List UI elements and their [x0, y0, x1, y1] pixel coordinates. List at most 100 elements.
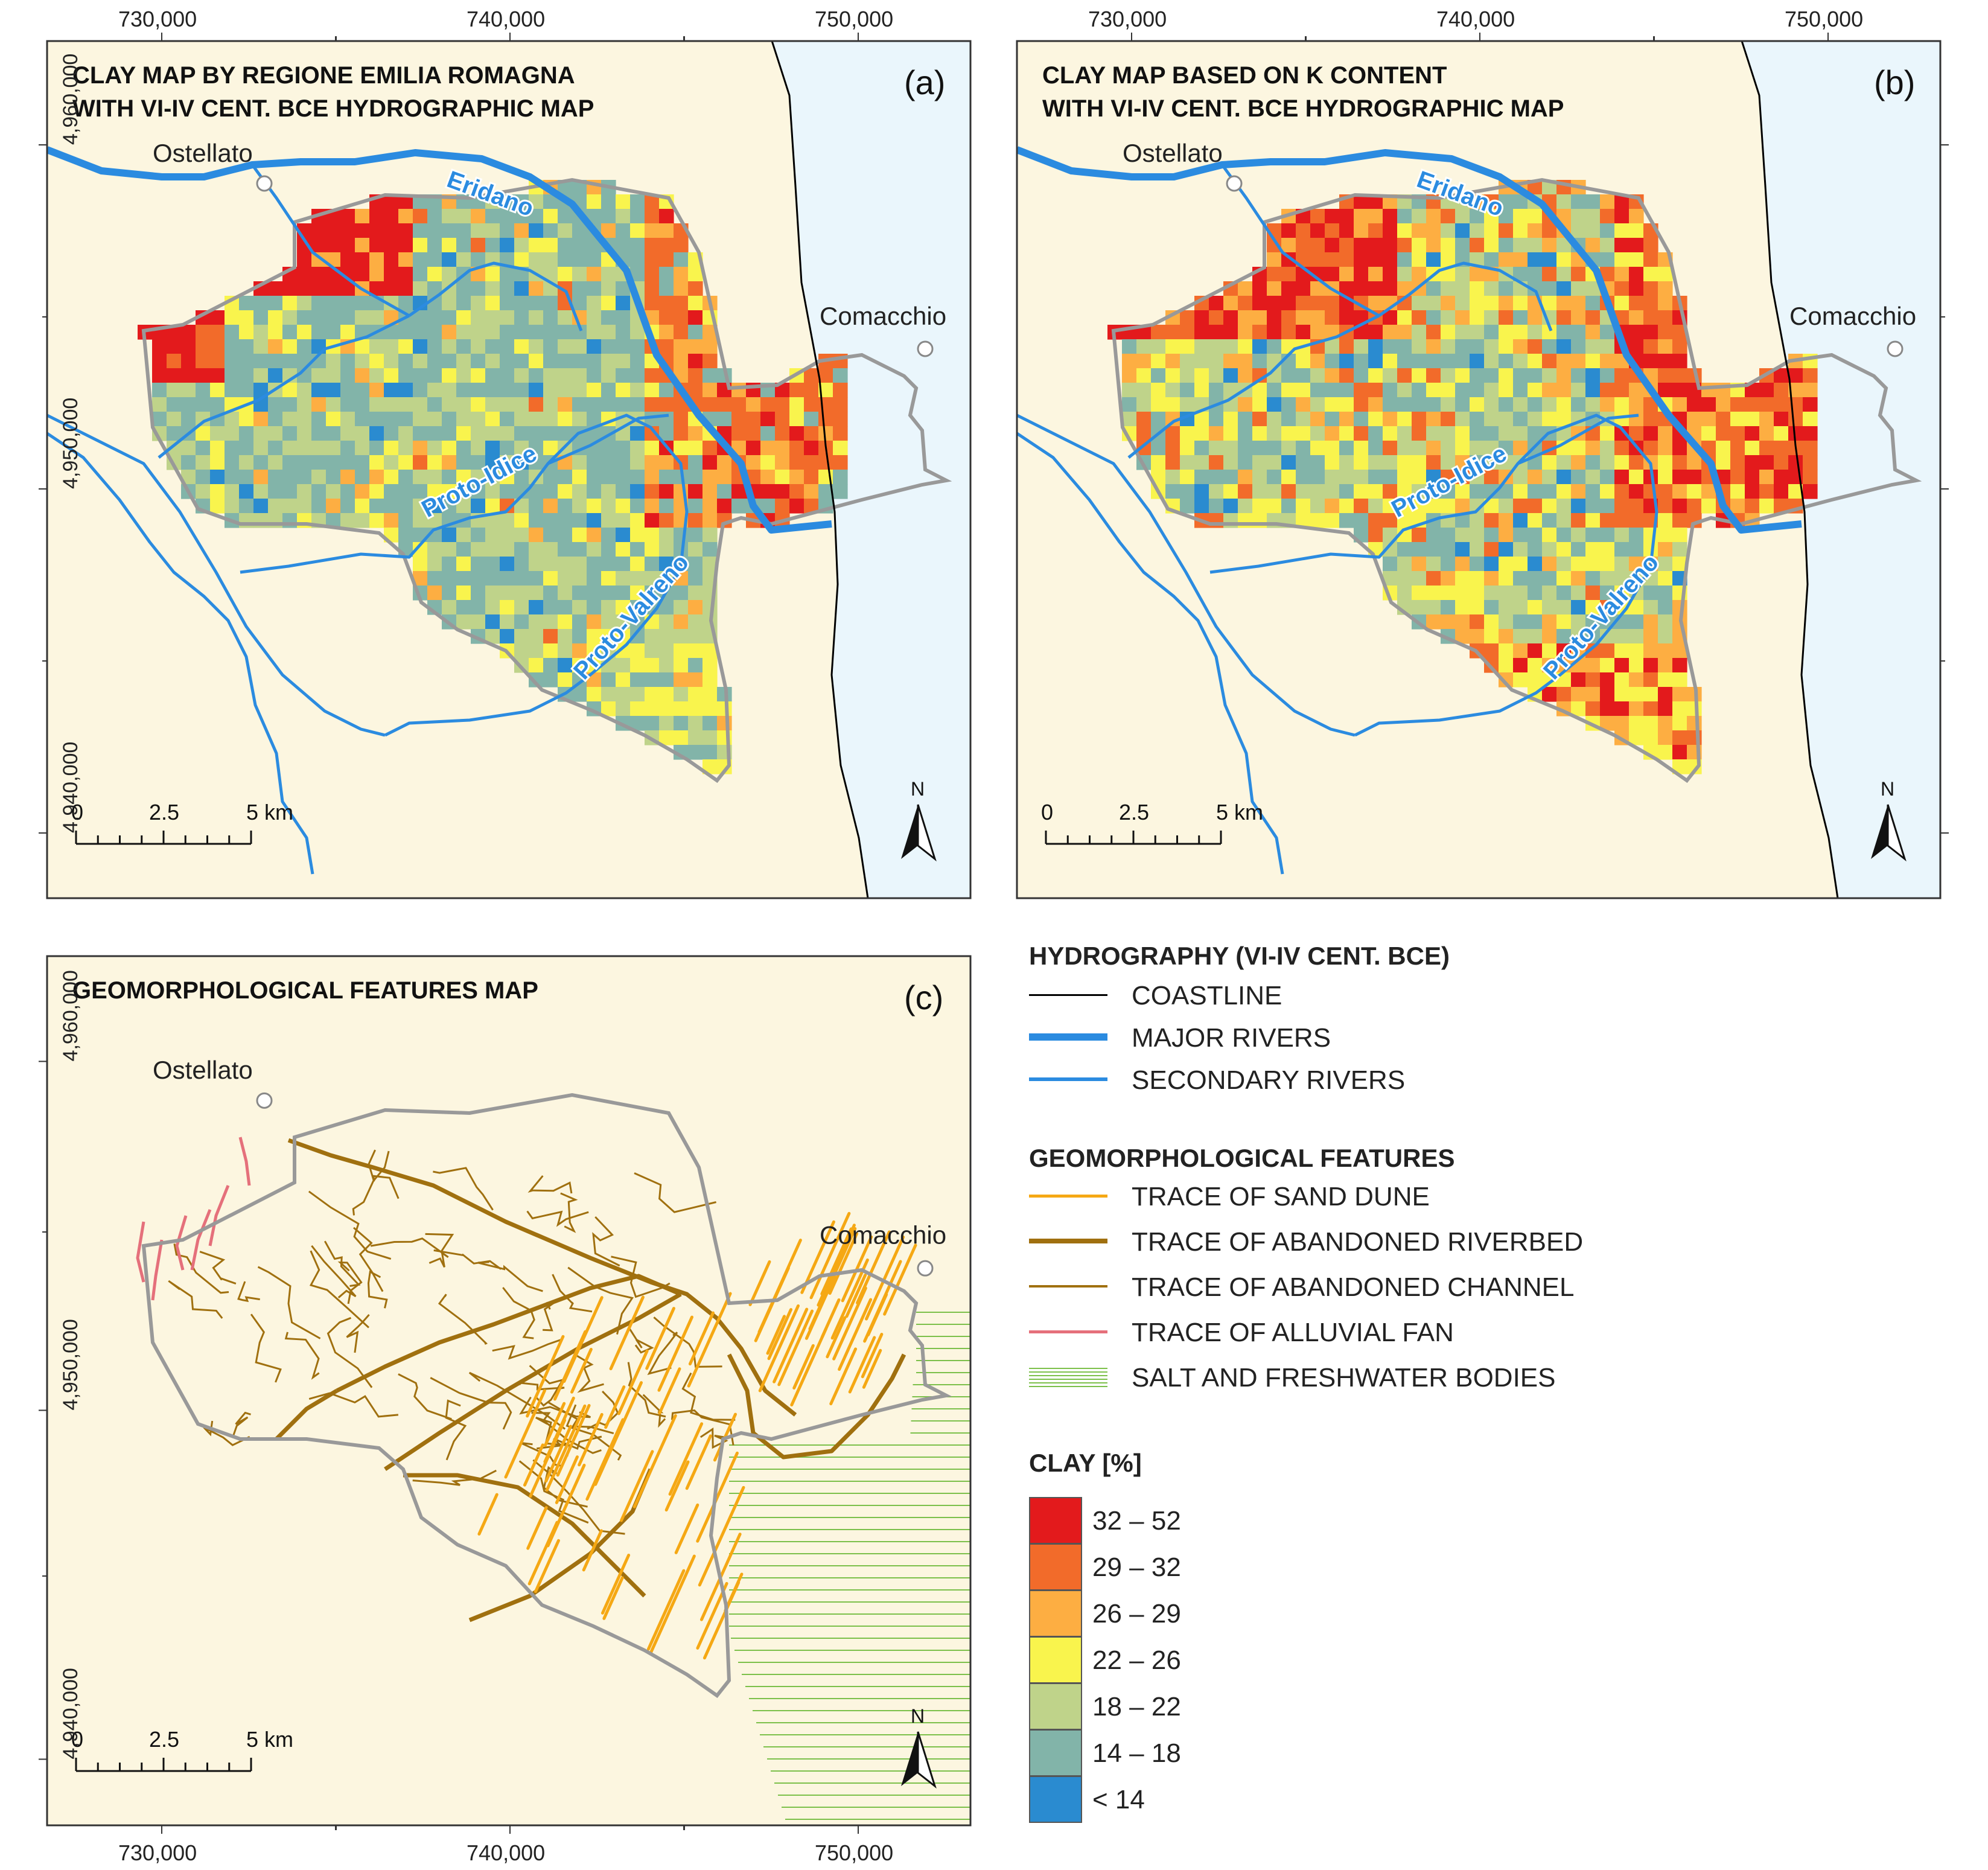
clay-cell [1528, 484, 1543, 499]
clay-cell [1165, 484, 1180, 499]
clay-cell [833, 441, 848, 456]
clay-cell [1252, 412, 1267, 427]
clay-cell [674, 614, 689, 630]
clay-cell [1513, 238, 1528, 253]
clay-cell [659, 267, 674, 282]
clay-cell [456, 614, 471, 630]
scale-bar-label: 0 [71, 800, 83, 825]
abandoned-channel [203, 1420, 250, 1446]
legend-row: SECONDARY RIVERS [1026, 1064, 1931, 1100]
clay-cell [268, 368, 283, 383]
clay-cell [398, 354, 413, 369]
clay-cell [630, 658, 645, 673]
clay-cell [674, 730, 689, 745]
clay-cell [1484, 470, 1499, 485]
clay-cell [355, 339, 370, 354]
clay-cell [587, 470, 602, 485]
clay-cell [1470, 368, 1485, 383]
clay-cell [529, 600, 544, 615]
clay-cell [340, 354, 355, 369]
clay-cell [1499, 499, 1514, 514]
clay-cell [630, 455, 645, 470]
clay-cell [369, 209, 384, 224]
clay-cell [1556, 687, 1572, 702]
x-tick-label: 740,000 [1436, 7, 1515, 31]
sand-dune-trace [832, 1286, 867, 1361]
clay-cell [1600, 557, 1615, 572]
clay-cell [1412, 542, 1427, 557]
clay-cell [1339, 223, 1354, 238]
clay-cell [804, 426, 819, 441]
clay-cell [1354, 238, 1369, 253]
clay-cell [630, 397, 645, 412]
clay-cell [1470, 528, 1485, 543]
clay-cell [427, 455, 442, 470]
clay-cell [1339, 412, 1354, 427]
clay-cell [616, 368, 631, 383]
clay-cell [1585, 528, 1601, 543]
clay-cell [210, 368, 225, 383]
clay-cell [1556, 325, 1572, 340]
clay-cell [1556, 397, 1572, 412]
clay-cell [181, 339, 196, 354]
clay-cell [1600, 368, 1615, 383]
clay-cell [688, 730, 703, 745]
clay-cell [297, 310, 312, 325]
sand-dune-trace [544, 1425, 573, 1483]
legend-clay-swatch [1029, 1543, 1082, 1591]
clay-cell [630, 252, 645, 267]
clay-cell [268, 296, 283, 311]
clay-cell [1238, 339, 1253, 354]
x-tick-label: 740,000 [467, 7, 545, 31]
clay-cell [601, 397, 616, 412]
clay-cell [1513, 339, 1528, 354]
clay-cell [630, 484, 645, 499]
clay-cell [239, 368, 254, 383]
clay-cell [369, 426, 384, 441]
clay-cell [775, 441, 790, 456]
sand-dune-trace [527, 1521, 559, 1586]
clay-cell [340, 296, 355, 311]
clay-cell [702, 745, 718, 760]
clay-cell [645, 716, 660, 731]
clay-cell [1397, 441, 1412, 456]
sand-dune-trace [477, 1493, 499, 1536]
clay-cell [1614, 629, 1630, 644]
clay-cell [1629, 557, 1644, 572]
clay-cell [1716, 412, 1731, 427]
legend-row: TRACE OF ABANDONED CHANNEL [1026, 1271, 1931, 1307]
clay-cell [282, 441, 298, 456]
clay-cell [225, 368, 240, 383]
clay-cell [253, 412, 269, 427]
clay-cell [717, 455, 732, 470]
clay-cell [659, 672, 674, 688]
clay-cell [1252, 354, 1267, 369]
sand-dune-trace [526, 1506, 548, 1550]
clay-cell [1412, 223, 1427, 238]
clay-cell [152, 383, 167, 398]
clay-cell [514, 426, 529, 441]
geomorph-features [136, 1137, 917, 1660]
clay-cell [1136, 397, 1152, 412]
clay-cell [630, 368, 645, 383]
clay-cell [1658, 368, 1673, 383]
clay-cell [1426, 339, 1441, 354]
clay-cell [659, 484, 674, 499]
clay-cell [1325, 441, 1340, 456]
clay-cell [1701, 397, 1716, 412]
clay-cell [630, 542, 645, 557]
clay-cell [1455, 528, 1470, 543]
clay-cell [1122, 383, 1137, 398]
y-tick-label: 4,950,000 [59, 1319, 82, 1410]
clay-cell [268, 310, 283, 325]
clay-cell [587, 600, 602, 615]
clay-cell [384, 484, 399, 499]
clay-cell [1730, 441, 1745, 456]
clay-cell [1542, 223, 1557, 238]
clay-cell [630, 499, 645, 514]
clay-cell [1412, 426, 1427, 441]
clay-cell [1672, 672, 1687, 688]
clay-cell [369, 354, 384, 369]
clay-cell [1136, 368, 1152, 383]
